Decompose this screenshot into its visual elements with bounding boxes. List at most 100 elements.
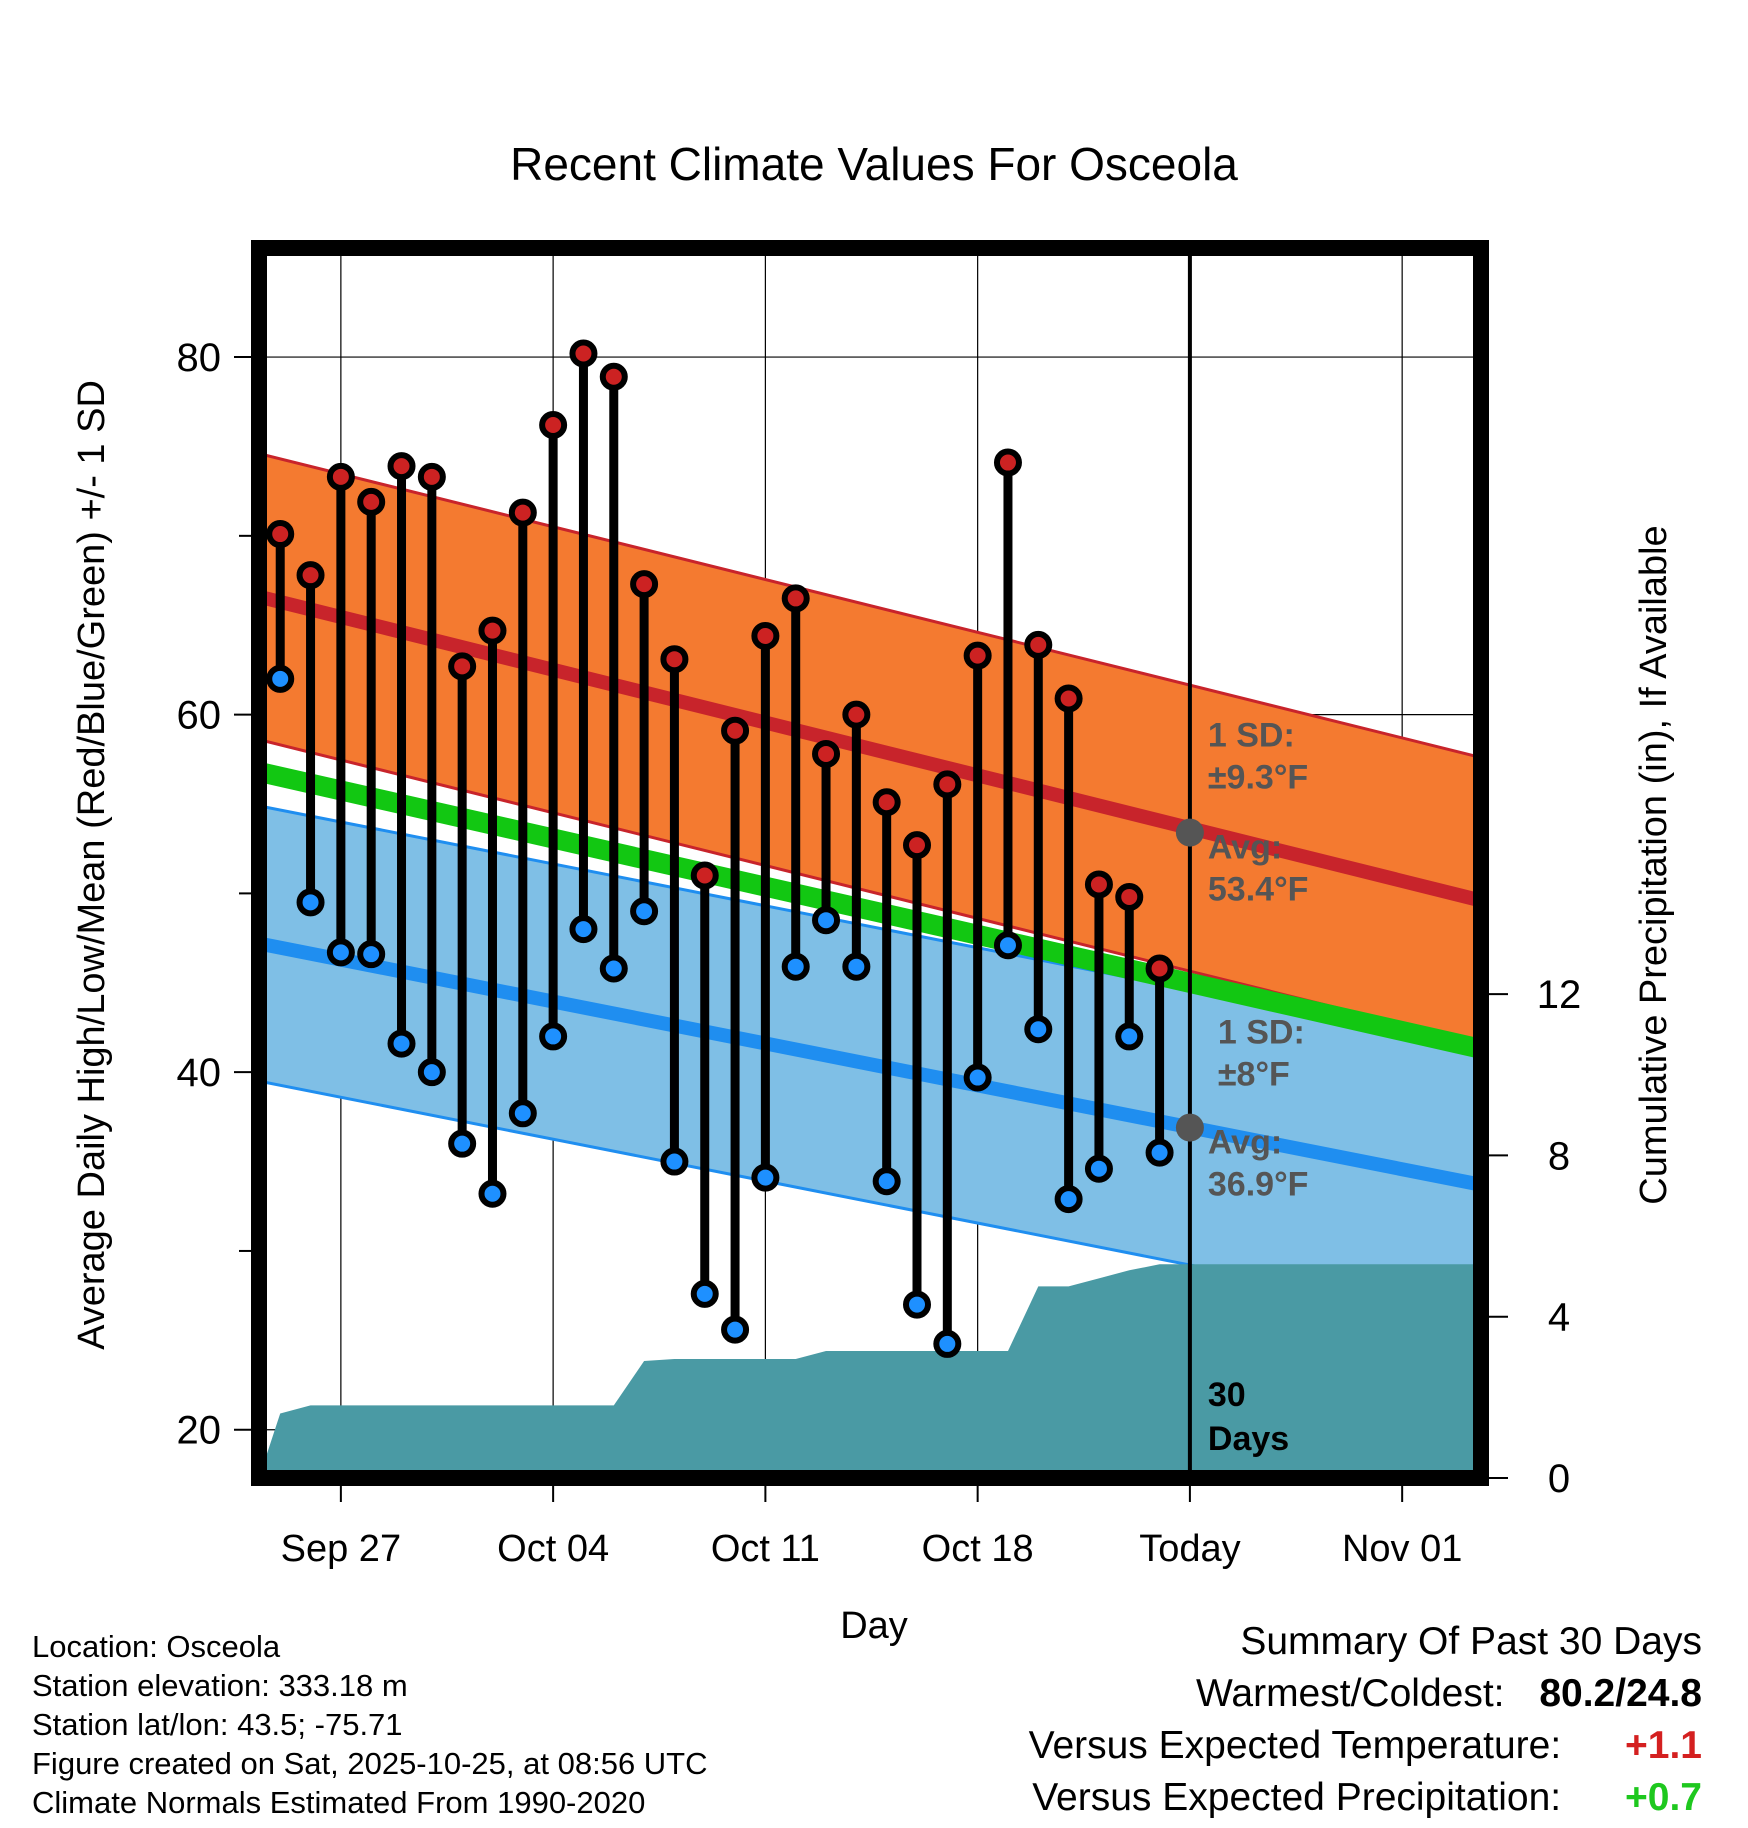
daily-high-point: [357, 487, 386, 516]
daily-high-point: [569, 339, 598, 368]
daily-high-point: [1084, 870, 1113, 899]
temperature-label: Versus Expected Temperature:: [1028, 1724, 1562, 1767]
y2-axis-label: Cumulative Precipitation (in), If Availa…: [1633, 525, 1675, 1204]
x-tick-label: Today: [1139, 1528, 1240, 1570]
normal-high-line: [259, 589, 1481, 908]
daily-high-point: [326, 462, 355, 491]
daily-low-point: [1024, 1015, 1053, 1044]
daily-high-point: [872, 788, 901, 817]
daily-low-point: [963, 1063, 992, 1092]
daily-high-point: [539, 410, 568, 439]
daily-high-point: [721, 716, 750, 745]
daily-high-point: [993, 448, 1022, 477]
daily-high-point: [1115, 882, 1144, 911]
y-tick-label: 40: [177, 1051, 222, 1095]
daily-low-point: [387, 1029, 416, 1058]
daily-low-point: [993, 931, 1022, 960]
y2-tick-label: 4: [1548, 1296, 1570, 1340]
daily-high-point: [630, 570, 659, 599]
daily-low-point: [296, 888, 325, 917]
x-tick-label: Oct 18: [922, 1528, 1034, 1570]
y-tick-label: 80: [177, 336, 222, 380]
x-tick-label: Oct 11: [711, 1528, 820, 1570]
daily-low-point: [690, 1279, 719, 1308]
daily-low-point: [357, 940, 386, 969]
daily-low-point: [478, 1179, 507, 1208]
daily-high-point: [690, 861, 719, 890]
daily-low-point: [630, 897, 659, 926]
daily-high-point: [1145, 954, 1174, 983]
warmest-coldest-value: 80.2/24.8: [1539, 1672, 1702, 1715]
daily-low-point: [1115, 1022, 1144, 1051]
summary-precipitation: Versus Expected Precipitation: +0.7: [1032, 1776, 1702, 1820]
daily-high-point: [842, 700, 871, 729]
low-sd-label: 1 SD:: [1218, 1014, 1305, 1052]
low-sd-value: ±8°F: [1218, 1056, 1290, 1094]
high-avg-value: 53.4°F: [1208, 871, 1309, 909]
y-tick-label: 60: [177, 694, 222, 738]
x-tick-label: Sep 27: [281, 1528, 401, 1570]
y-tick-label: 20: [177, 1409, 222, 1453]
daily-low-point: [751, 1163, 780, 1192]
high-avg-label: Avg:: [1208, 829, 1282, 867]
info-latlon: Station lat/lon: 43.5; -75.71: [32, 1707, 403, 1742]
daily-high-point: [781, 584, 810, 613]
precipitation-value: +0.7: [1625, 1776, 1702, 1819]
daily-high-point: [963, 641, 992, 670]
x-tick-label: Oct 04: [497, 1528, 609, 1570]
window-label-days: Days: [1208, 1420, 1289, 1458]
low-avg-value: 36.9°F: [1208, 1166, 1309, 1204]
daily-low-point: [266, 664, 295, 693]
daily-high-point: [478, 616, 507, 645]
x-axis-label: Day: [840, 1605, 908, 1647]
daily-low-point: [326, 938, 355, 967]
daily-high-point: [812, 739, 841, 768]
info-location: Location: Osceola: [32, 1629, 281, 1664]
y2-tick-label: 0: [1548, 1457, 1570, 1501]
daily-high-point: [1054, 684, 1083, 713]
daily-high-point: [448, 652, 477, 681]
daily-high-point: [599, 362, 628, 391]
y2-tick-label: 12: [1537, 973, 1582, 1017]
daily-low-point: [569, 915, 598, 944]
low-avg-marker: [1175, 1113, 1204, 1142]
daily-low-point: [508, 1099, 537, 1128]
summary-heading: Summary Of Past 30 Days: [1240, 1620, 1702, 1663]
daily-low-point: [1054, 1185, 1083, 1214]
high-avg-marker: [1175, 818, 1204, 847]
high-sd-label: 1 SD:: [1208, 717, 1295, 755]
daily-low-point: [812, 906, 841, 935]
warmest-coldest-label: Warmest/Coldest:: [1196, 1672, 1505, 1715]
daily-low-point: [903, 1290, 931, 1319]
daily-low-point: [1145, 1138, 1174, 1167]
daily-high-point: [933, 770, 962, 799]
daily-low-point: [539, 1022, 568, 1051]
daily-low-point: [872, 1167, 901, 1196]
info-normals: Climate Normals Estimated From 1990-2020: [32, 1785, 646, 1820]
daily-high-point: [508, 498, 537, 527]
daily-low-point: [660, 1147, 689, 1176]
daily-high-point: [296, 561, 325, 590]
low-avg-label: Avg:: [1208, 1124, 1282, 1162]
high-sd-value: ±9.3°F: [1208, 759, 1308, 797]
daily-high-point: [417, 462, 446, 491]
daily-high-point: [1024, 630, 1053, 659]
daily-high-point: [751, 621, 780, 650]
daily-low-point: [448, 1129, 477, 1158]
precipitation-label: Versus Expected Precipitation:: [1032, 1776, 1562, 1819]
info-elevation: Station elevation: 333.18 m: [32, 1668, 408, 1703]
window-label-number: 30: [1208, 1376, 1246, 1414]
daily-high-point: [903, 831, 931, 860]
precipitation-area: [259, 1264, 1481, 1478]
daily-low-point: [842, 952, 871, 981]
daily-low-point: [933, 1329, 962, 1358]
summary-warmest-coldest: Warmest/Coldest: 80.2/24.8: [1196, 1672, 1702, 1716]
y2-tick-label: 8: [1548, 1134, 1570, 1178]
x-tick-label: Nov 01: [1342, 1528, 1462, 1570]
plot-frame: [251, 240, 1489, 1486]
daily-low-point: [417, 1058, 446, 1087]
daily-low-point: [721, 1315, 750, 1344]
daily-low-point: [599, 954, 628, 983]
chart-title: Recent Climate Values For Osceola: [510, 138, 1238, 190]
